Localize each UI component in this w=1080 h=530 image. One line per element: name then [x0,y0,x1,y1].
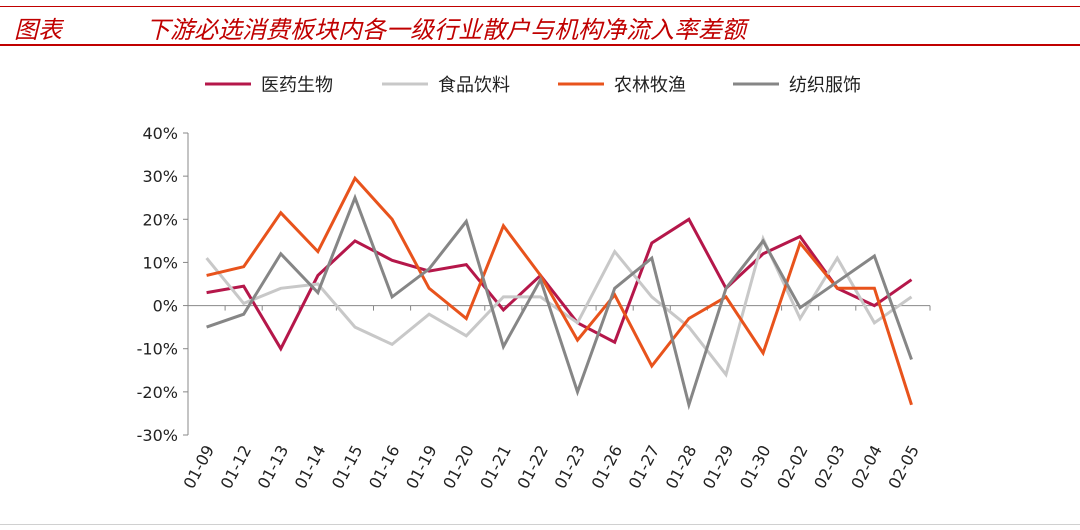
chart-series [205,175,913,411]
x-tick-label: 01-14 [291,442,330,492]
series-line [206,193,913,411]
x-tick-label: 02-03 [810,442,849,492]
x-tick-label: 02-05 [884,442,923,492]
y-tick-label: 10% [142,253,178,272]
x-tick-label: 01-21 [476,442,515,492]
x-tick-label: 01-29 [699,442,738,492]
series-line [206,217,913,352]
legend-label: 食品饮料 [438,75,510,96]
y-tick-label: -10% [137,340,178,359]
series-line [206,175,913,406]
y-tick-label: 30% [142,167,178,186]
x-tick-label: 01-20 [439,442,478,492]
y-tick-label: -30% [137,426,178,445]
figure-label: 图表 [14,16,62,44]
header-bottom-rule [0,44,1080,46]
y-tick-label: 0% [153,297,178,316]
x-tick-label: 01-15 [328,442,367,492]
x-tick-label: 01-23 [550,442,589,492]
x-tick-label: 01-16 [365,442,404,492]
x-tick-label: 01-26 [588,442,627,492]
x-tick-label: 01-22 [513,442,552,492]
chart-legend: 医药生物 食品饮料 农林牧渔 纺织服饰 [205,75,861,96]
y-tick-label: -20% [137,383,178,402]
x-tick-label: 01-19 [402,442,441,492]
x-tick-label: 01-13 [254,442,293,492]
footer-rule [0,524,1080,525]
legend-label: 纺织服饰 [789,75,861,96]
x-tick-label: 01-27 [625,442,664,492]
x-tick-label: 01-09 [179,442,218,492]
x-tick-label: 01-28 [662,442,701,492]
y-tick-label: 20% [142,210,178,229]
x-tick-label: 01-12 [217,442,256,492]
legend-label: 医药生物 [261,75,333,96]
figure-title: 下游必选消费板块内各一级行业散户与机构净流入率差额 [146,16,746,44]
legend-label: 农林牧渔 [614,75,686,96]
y-tick-label: 40% [142,124,178,143]
x-tick-label: 01-30 [736,442,775,492]
x-tick-label: 02-04 [847,442,886,492]
x-tick-label: 02-02 [773,442,812,492]
header-top-rule [0,6,1080,7]
